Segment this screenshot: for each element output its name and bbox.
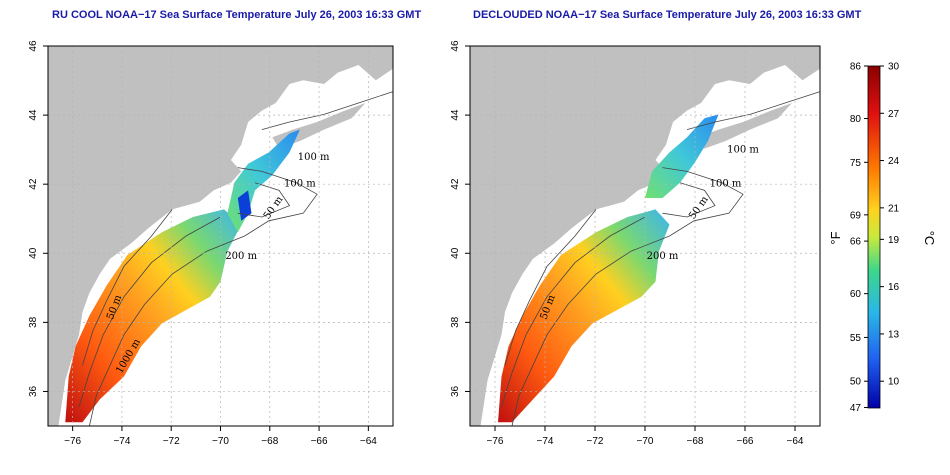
right-map: −76 −74 −72 −70 −68 −66 −64 36 38 40 42 44 46 100 m 10… [450, 40, 821, 447]
fahrenheit-tick-label-2: 75 [850, 158, 862, 169]
right-xtick-label-0: −76 [487, 436, 504, 447]
right-land [470, 46, 820, 426]
right-sst-gulf-of-maine [645, 114, 719, 198]
left-xtick-label-0: −76 [64, 436, 81, 447]
left-xtick-label-6: −64 [360, 436, 377, 447]
left-cold-patch [237, 190, 252, 221]
right-frame [469, 45, 821, 427]
fahrenheit-tick-label-4: 66 [850, 237, 862, 248]
right-isobath-2 [662, 182, 716, 218]
celsius-tick-label-4: 19 [888, 235, 900, 246]
right-contour-label-0: 100 m [727, 144, 759, 155]
right-isobath-4 [504, 209, 597, 366]
right-xtick-label-5: −66 [737, 436, 754, 447]
left-isobath-3 [78, 216, 221, 408]
celsius-unit-label: °C [922, 231, 937, 246]
right-isobath-3 [501, 216, 646, 408]
left-xtick-label-4: −68 [261, 436, 278, 447]
colorbar: 86 80 75 69 66 60 55 50 47 30 27 24 21 19 16 13 10 °F °C [828, 62, 937, 414]
celsius-tick-label-6: 13 [888, 329, 900, 340]
right-ytick-label-1: 38 [450, 316, 461, 328]
celsius-tick-label-5: 16 [888, 282, 900, 293]
right-xtick-label-6: −64 [787, 436, 804, 447]
fahrenheit-unit-label: °F [828, 231, 843, 244]
right-xtick-label-2: −72 [587, 436, 604, 447]
left-contour-label-1: 100 m [284, 179, 316, 190]
left-contour-label-3: 200 m [225, 251, 257, 262]
fahrenheit-tick-label-7: 50 [850, 377, 862, 388]
fahrenheit-tick-label-8: 47 [850, 403, 862, 414]
fahrenheit-tick-label-6: 55 [850, 333, 862, 344]
fahrenheit-tick-label-5: 60 [850, 289, 862, 300]
celsius-tick-label-7: 10 [888, 377, 900, 388]
right-contour-label-1: 100 m [710, 179, 742, 190]
left-ytick-label-2: 40 [28, 247, 39, 259]
right-isobath-1 [511, 167, 744, 427]
left-map-title: RU COOL NOAA−17 Sea Surface Temperature … [52, 9, 422, 21]
left-xtick-label-3: −70 [212, 436, 229, 447]
right-ytick-label-0: 36 [450, 385, 461, 397]
right-ytick-label-5: 46 [450, 40, 461, 52]
celsius-tick-label-1: 27 [888, 109, 900, 120]
right-xtick-label-1: −74 [537, 436, 554, 447]
left-map: −76 −74 −72 −70 −68 −66 −64 36 38 40 42 44 46 100 m 10… [28, 40, 394, 447]
right-isobath-0 [686, 91, 821, 130]
fahrenheit-tick-label-1: 80 [850, 114, 862, 125]
left-ytick-label-1: 38 [28, 316, 39, 328]
right-contour-label-3: 200 m [647, 251, 679, 262]
left-ytick-label-5: 46 [28, 40, 39, 52]
right-map-title: DECLOUDED NOAA−17 Sea Surface Temperatur… [473, 9, 862, 21]
right-xtick-label-3: −70 [637, 436, 654, 447]
right-ytick-label-3: 42 [450, 178, 461, 190]
left-sst-shelf [65, 209, 242, 423]
celsius-tick-label-2: 24 [888, 156, 900, 167]
left-land [48, 46, 393, 426]
fahrenheit-tick-label-0: 86 [850, 62, 862, 73]
right-xtick-label-4: −68 [687, 436, 704, 447]
left-xtick-label-2: −72 [163, 436, 180, 447]
left-isobath-4 [82, 209, 173, 366]
fahrenheit-tick-label-3: 69 [850, 210, 862, 221]
left-xtick-label-1: −74 [113, 436, 130, 447]
right-sst-shelf [498, 209, 670, 423]
colorbar-gradient [867, 65, 881, 409]
left-isobath-2 [237, 182, 291, 218]
left-ytick-label-0: 36 [28, 385, 39, 397]
left-xtick-label-5: −66 [311, 436, 328, 447]
left-isobath-0 [261, 91, 394, 130]
left-frame [47, 45, 394, 427]
left-isobath-1 [89, 167, 318, 427]
celsius-tick-label-0: 30 [888, 62, 900, 73]
right-land-cape [697, 103, 792, 149]
celsius-tick-label-3: 21 [888, 203, 900, 214]
left-ytick-label-4: 44 [28, 109, 39, 121]
right-ytick-label-4: 44 [450, 109, 461, 121]
left-contour-label-0: 100 m [298, 152, 330, 163]
left-ytick-label-3: 42 [28, 178, 39, 190]
right-ytick-label-2: 40 [450, 247, 461, 259]
